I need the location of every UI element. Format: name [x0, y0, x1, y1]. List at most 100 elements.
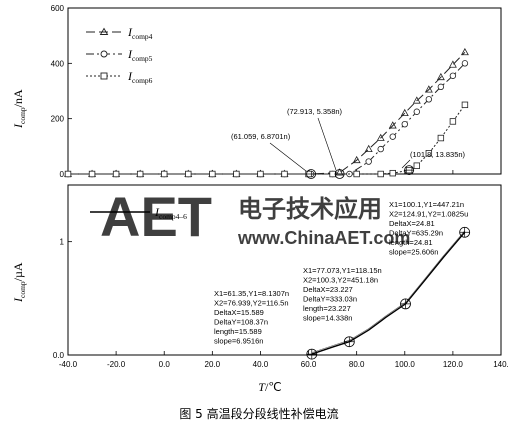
- series-point-comp5: [365, 158, 372, 165]
- watermark-url: www.ChinaAET.com: [237, 228, 410, 248]
- cursor-readout-1-line: DeltaY=108.37n: [214, 318, 268, 327]
- series-line-comp4-6-fit: [311, 230, 465, 353]
- series-point-comp4: [460, 47, 469, 56]
- cursor-readout-3: X1=100.1,Y1=447.21n X2=124.91,Y2=1.0825u…: [389, 200, 470, 257]
- cursor-readout-3-line: DeltaY=635.29n: [389, 229, 443, 238]
- series-point-comp6: [449, 118, 457, 125]
- cursor-readout-2-line: DeltaY=333.03n: [303, 295, 357, 304]
- series-point-comp6: [112, 170, 120, 178]
- top-y-tick-label: 200: [51, 115, 65, 124]
- series-point-comp6: [136, 170, 144, 178]
- top-y-label-main: I: [11, 123, 25, 129]
- bottom-x-tick-label: 100.0: [395, 360, 416, 369]
- top-annotation-1: (61.059, 6.8701n): [231, 132, 291, 141]
- x-axis-label: T/℃: [258, 380, 282, 394]
- cursor-readout-1-line: DeltaX=15.589: [214, 308, 264, 317]
- bottom-x-tick-label: 20.0: [205, 360, 221, 369]
- series-point-comp5: [377, 145, 384, 153]
- series-point-comp6: [233, 170, 240, 178]
- bottom-y-label-unit: /µA: [11, 262, 25, 281]
- bottom-x-tick-label: -20.0: [107, 360, 126, 369]
- x-label-unit: /℃: [265, 380, 282, 394]
- series-point-comp6: [377, 170, 384, 178]
- bottom-plot-frame: [67, 184, 502, 356]
- cursor-readout-1-line: X2=76.939,Y2=116.5n: [214, 299, 289, 308]
- series-point-comp5: [449, 72, 457, 79]
- watermark-cn: 电子技术应用: [238, 195, 382, 223]
- legend-label-comp6-sub: comp6: [132, 76, 153, 85]
- series-point-comp4: [352, 155, 361, 164]
- top-y-axis-label: Icomp/nA: [11, 89, 27, 129]
- series-point-comp5: [425, 96, 433, 103]
- bottom-y-label-sub: comp: [18, 281, 27, 298]
- top-annotation-1-leader: [269, 142, 307, 172]
- series-point-comp6: [425, 150, 433, 157]
- series-point-comp6: [185, 170, 192, 178]
- cursor-readout-1-line: X1=61.35,Y1=8.1307n: [214, 289, 289, 298]
- top-annotation-3: (101.8, 13.835n): [410, 150, 466, 159]
- series-point-comp4: [448, 60, 457, 68]
- cursor-readout-2-line: slope=14.338n: [303, 314, 352, 323]
- series-point-comp4: [376, 133, 385, 141]
- series-line-comp4-6: [311, 231, 466, 355]
- series-point-comp6: [64, 170, 72, 178]
- watermark: AET 电子技术应用 www.ChinaAET.com: [100, 185, 410, 248]
- legend-label-comp6-main: I: [127, 69, 133, 83]
- series-point-comp6: [161, 170, 168, 178]
- series-point-comp4: [400, 108, 409, 117]
- figure-caption: 图 5 高温段分段线性补偿电流: [179, 406, 338, 421]
- legend-label-comp4-6: Icomp4–6: [154, 205, 187, 221]
- legend-label-comp4-6-main: I: [154, 205, 160, 219]
- legend-marker-square: [100, 72, 108, 80]
- series-point-comp6: [353, 170, 360, 178]
- top-legend: Icomp4 Icomp5 Icomp6: [86, 25, 153, 85]
- legend-label-comp4: Icomp4: [127, 25, 153, 41]
- series-point-comp5: [389, 133, 396, 140]
- x-label-main: T: [258, 380, 266, 394]
- watermark-logo: AET: [100, 185, 212, 248]
- legend-label-comp5-sub: comp5: [132, 54, 153, 63]
- top-series-group: [64, 47, 469, 179]
- legend-label-comp5-main: I: [127, 47, 133, 61]
- bottom-x-tick-label: 80.0: [349, 360, 365, 369]
- series-point-comp4: [364, 144, 373, 153]
- bottom-x-tick-label: 120.0: [443, 360, 464, 369]
- series-point-comp5: [401, 120, 408, 128]
- cursor-readout-3-line: X2=124.91,Y2=1.0825u: [389, 210, 468, 219]
- series-point-comp6: [329, 170, 336, 178]
- top-annotation-3-leader: [401, 159, 411, 169]
- legend-label-comp4-main: I: [127, 25, 133, 39]
- top-y-label-unit: /nA: [11, 89, 25, 107]
- legend-label-comp5: Icomp5: [127, 47, 153, 63]
- bottom-x-tick-label: -40.0: [59, 360, 78, 369]
- bottom-axis-ticks: -40.0 -20.0 0.0 20.0 40.0 60.0 80.0 100.0 120.0 1…: [53, 238, 509, 369]
- cursor-readout-2-line: DeltaX=23.227: [303, 285, 353, 294]
- cursor-readout-2-line: length=23.227: [303, 304, 351, 313]
- series-point-comp6: [257, 170, 264, 178]
- cursor-readout-3-line: length=24.81: [389, 238, 433, 247]
- series-point-comp6: [389, 169, 396, 177]
- legend-label-comp4-sub: comp4: [132, 32, 153, 41]
- cursor-readout-3-line: DeltaX=24.81: [389, 219, 435, 228]
- series-point-comp5: [437, 83, 445, 91]
- series-point-comp6: [281, 170, 288, 178]
- cursor-readout-2-line: X2=100.3,Y2=451.18n: [303, 276, 378, 285]
- top-y-tick-label: 0: [60, 170, 65, 179]
- series-point-comp5: [413, 108, 421, 115]
- cursor-readout-1-line: length=15.589: [214, 327, 262, 336]
- series-point-comp6: [209, 170, 216, 178]
- series-point-comp5: [461, 60, 469, 67]
- legend-marker-circle: [100, 50, 108, 58]
- cursor-readout-3-line: slope=25.606n: [389, 248, 438, 257]
- series-point-comp6: [461, 101, 469, 109]
- series-point-comp6: [88, 170, 96, 178]
- top-y-tick-label: 600: [51, 4, 65, 13]
- bottom-y-tick-label: 0.0: [53, 351, 65, 360]
- series-point-comp4: [388, 121, 397, 129]
- bottom-y-axis-label: Icomp/µA: [11, 262, 27, 303]
- bottom-x-tick-label: 60.0: [301, 360, 317, 369]
- legend-label-comp4-6-sub: comp4–6: [159, 212, 187, 221]
- cursor-readout-2-line: X1=77.073,Y1=118.15n: [303, 266, 382, 275]
- bottom-y-tick-label: 1: [60, 238, 65, 247]
